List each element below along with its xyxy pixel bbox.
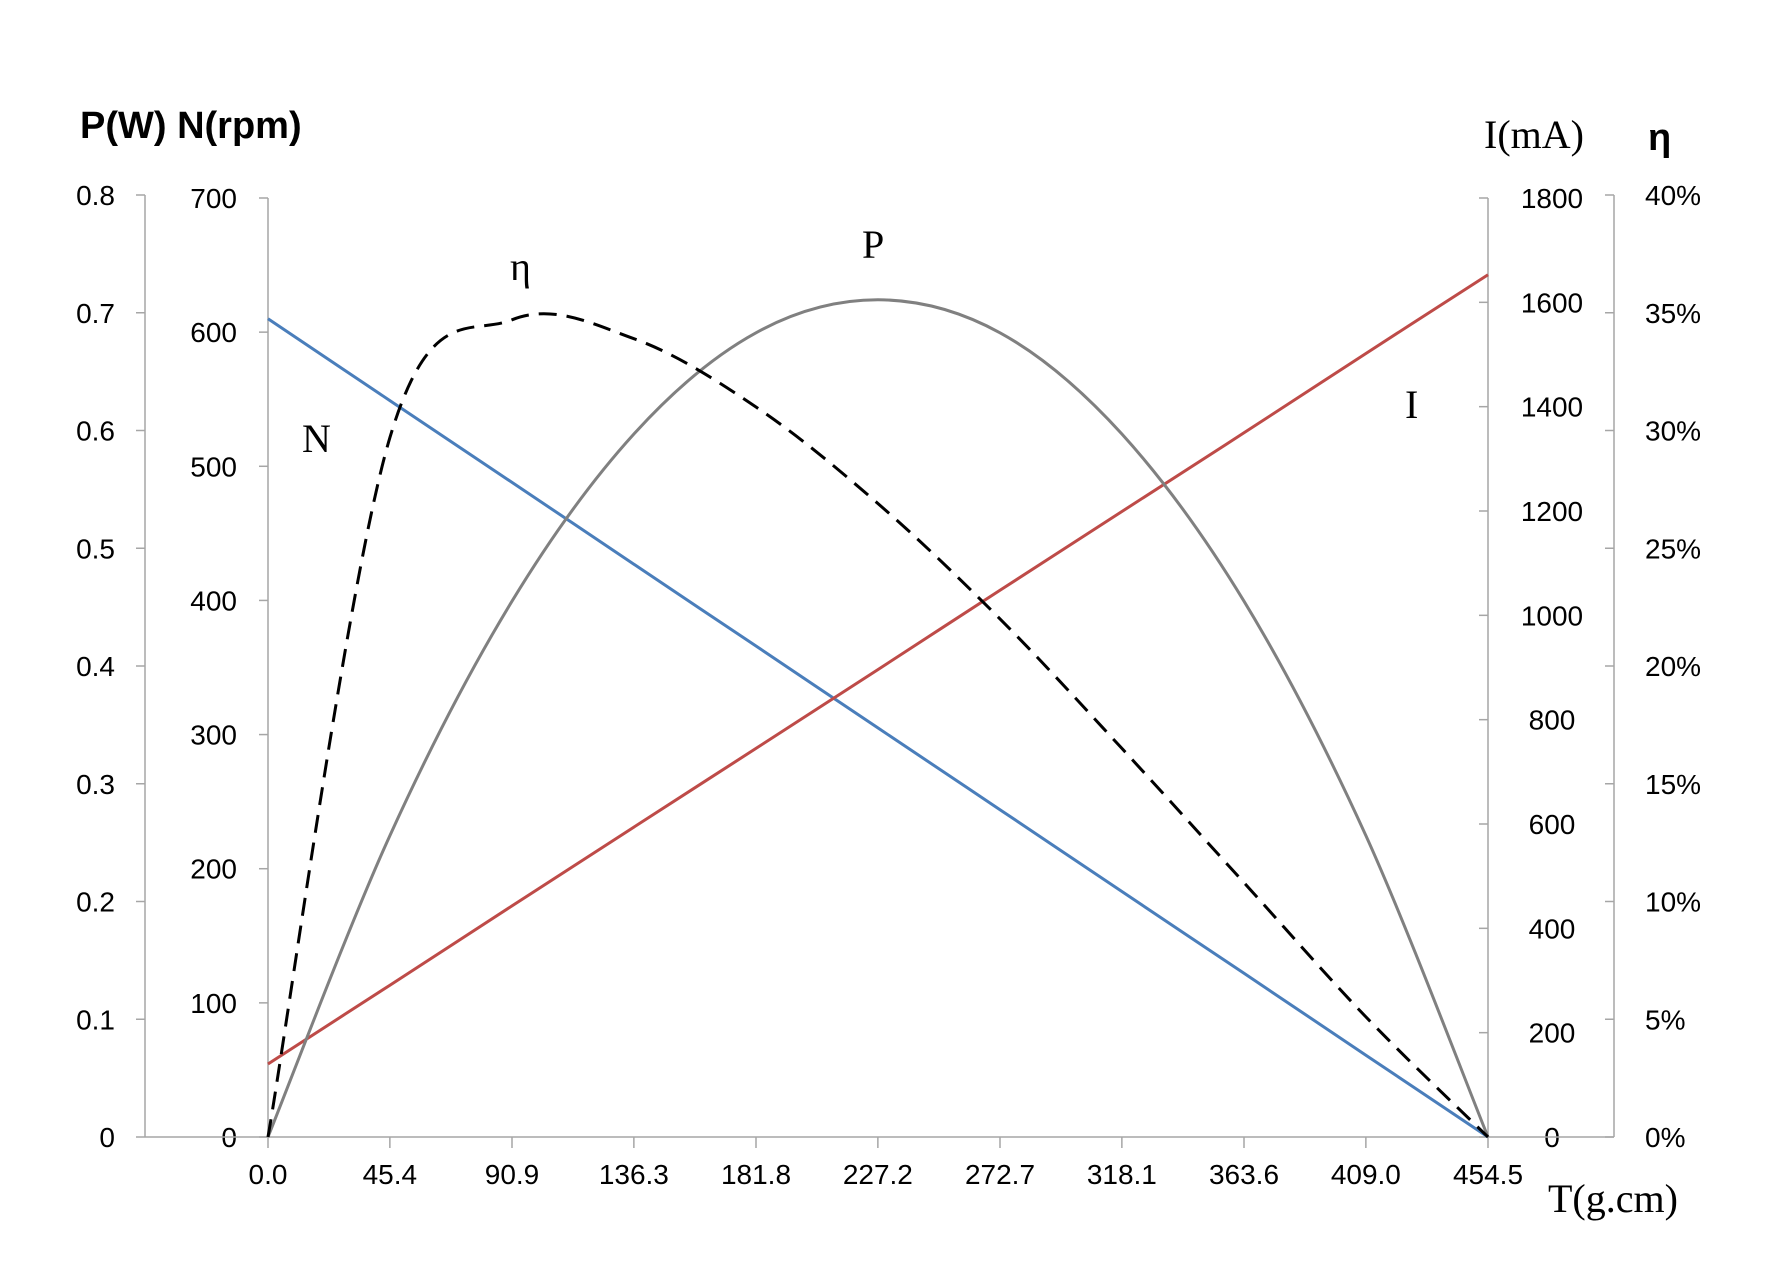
tick-label-P: 0.3 bbox=[76, 769, 115, 800]
x-tick-label: 136.3 bbox=[599, 1159, 669, 1190]
tick-label-N: 500 bbox=[190, 451, 237, 482]
tick-label-eta: 25% bbox=[1645, 533, 1701, 564]
series-label-N: N bbox=[302, 416, 331, 461]
tick-label-P: 0.8 bbox=[76, 180, 115, 211]
tick-label-I: 200 bbox=[1529, 1018, 1576, 1049]
x-axis-title: T(g.cm) bbox=[1548, 1176, 1678, 1221]
tick-label-I: 1000 bbox=[1521, 600, 1583, 631]
tick-label-P: 0.7 bbox=[76, 298, 115, 329]
x-tick-label: 0.0 bbox=[249, 1159, 288, 1190]
x-tick-label: 90.9 bbox=[485, 1159, 540, 1190]
tick-label-eta: 30% bbox=[1645, 416, 1701, 447]
tick-label-eta: 15% bbox=[1645, 769, 1701, 800]
series-label-I: I bbox=[1405, 382, 1418, 427]
left-axis-title: P(W) N(rpm) bbox=[80, 105, 302, 147]
x-tick-label: 45.4 bbox=[363, 1159, 418, 1190]
x-tick-label: 454.5 bbox=[1453, 1159, 1523, 1190]
series-line-I bbox=[267, 273, 1489, 1066]
tick-label-eta: 0% bbox=[1645, 1122, 1685, 1153]
tick-label-eta: 40% bbox=[1645, 180, 1701, 211]
tick-label-I: 1200 bbox=[1521, 496, 1583, 527]
chart-axes: 00.10.20.30.40.50.60.70.8010020030040050… bbox=[76, 180, 1701, 1190]
tick-label-I: 1600 bbox=[1521, 287, 1583, 318]
x-tick-label: 318.1 bbox=[1087, 1159, 1157, 1190]
tick-label-I: 1800 bbox=[1521, 183, 1583, 214]
tick-label-I: 600 bbox=[1529, 809, 1576, 840]
tick-label-I: 800 bbox=[1529, 705, 1576, 736]
tick-label-eta: 5% bbox=[1645, 1004, 1685, 1035]
efficiency-axis-title: η bbox=[1648, 117, 1671, 159]
tick-label-P: 0 bbox=[99, 1122, 115, 1153]
series-line-eta bbox=[266, 312, 1490, 1139]
tick-label-N: 200 bbox=[190, 854, 237, 885]
series-label-P: P bbox=[862, 222, 884, 267]
tick-label-P: 0.4 bbox=[76, 651, 115, 682]
tick-label-eta: 10% bbox=[1645, 887, 1701, 918]
chart-series bbox=[266, 273, 1490, 1139]
series-line-P bbox=[266, 298, 1490, 1138]
tick-label-N: 700 bbox=[190, 183, 237, 214]
x-tick-label: 363.6 bbox=[1209, 1159, 1279, 1190]
series-line-N bbox=[267, 317, 1489, 1139]
tick-label-P: 0.6 bbox=[76, 416, 115, 447]
x-tick-label: 181.8 bbox=[721, 1159, 791, 1190]
tick-label-N: 100 bbox=[190, 988, 237, 1019]
x-tick-label: 409.0 bbox=[1331, 1159, 1401, 1190]
tick-label-I: 1400 bbox=[1521, 392, 1583, 423]
tick-label-I: 400 bbox=[1529, 913, 1576, 944]
tick-label-eta: 20% bbox=[1645, 651, 1701, 682]
tick-label-P: 0.1 bbox=[76, 1004, 115, 1035]
tick-label-N: 400 bbox=[190, 585, 237, 616]
tick-label-P: 0.5 bbox=[76, 533, 115, 564]
x-tick-label: 227.2 bbox=[843, 1159, 913, 1190]
tick-label-N: 300 bbox=[190, 720, 237, 751]
series-label-eta: η bbox=[510, 244, 531, 289]
tick-label-N: 600 bbox=[190, 317, 237, 348]
tick-label-P: 0.2 bbox=[76, 887, 115, 918]
tick-label-eta: 35% bbox=[1645, 298, 1701, 329]
current-axis-title: I(mA) bbox=[1484, 112, 1584, 157]
x-tick-label: 272.7 bbox=[965, 1159, 1035, 1190]
